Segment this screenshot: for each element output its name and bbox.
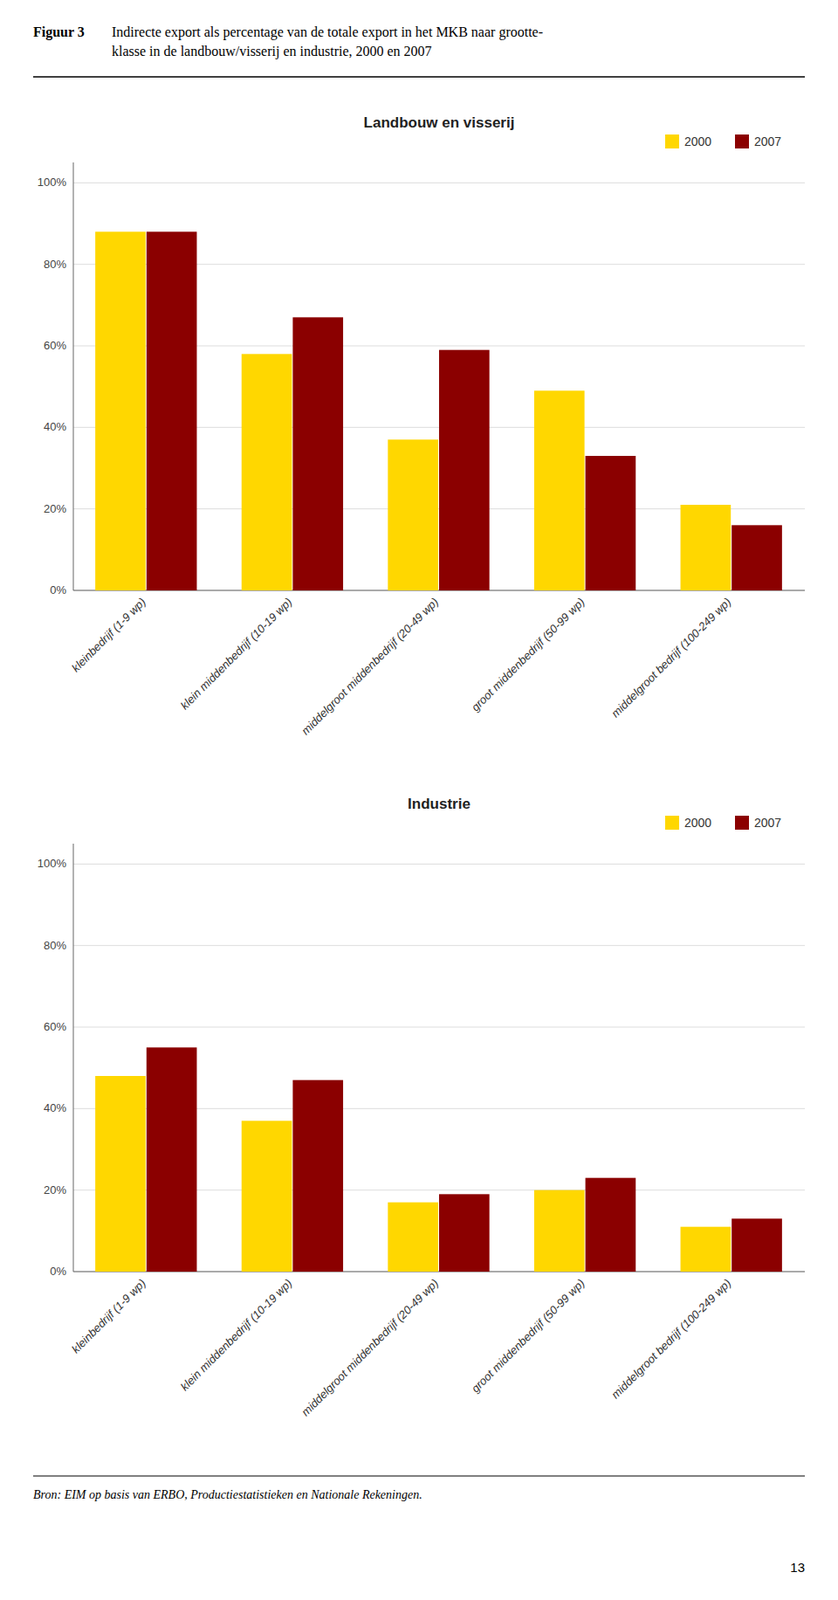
x-tick-label: groot middenbedrijf (50-99 wp) [468,1276,588,1395]
legend-label: 2007 [754,134,782,149]
y-tick-label: 0% [49,583,67,597]
y-tick-label: 80% [43,257,67,271]
legend-swatch [665,815,680,830]
bar [292,316,344,591]
x-tick-label: middelgroot middenbedrijf (20-49 wp) [298,595,441,738]
y-tick-label: 60% [43,1019,67,1033]
grid-line [73,863,805,865]
y-axis-line [73,162,75,591]
y-tick-label: 100% [37,856,68,870]
x-tick-label: klein middenbedrijf (10-19 wp) [178,1276,296,1394]
bar [95,231,146,591]
grid-line [73,182,805,184]
footer-rule [33,1475,805,1477]
x-tick-label: middelgroot bedrijf (100-249 wp) [608,1276,734,1402]
bar [387,439,439,591]
figure-subtitle: klasse in de landbouw/visserij en indust… [111,43,433,60]
x-tick-label: kleinbedrijf (1-9 wp) [68,595,149,675]
y-tick-label: 0% [49,1263,67,1278]
legend-swatch [734,134,749,149]
y-tick-label: 20% [43,501,67,516]
x-tick-label: kleinbedrijf (1-9 wp) [68,1276,149,1356]
grid-line [73,944,805,946]
bar [731,1217,783,1271]
y-tick-label: 100% [37,175,68,189]
chart-title: Industrie [407,795,471,812]
bar [534,390,585,591]
bar [731,524,783,591]
bars [95,1046,783,1271]
bar [292,1079,344,1271]
bar [241,1119,293,1271]
bar [585,455,637,591]
page-number: 13 [789,1559,805,1574]
bar [439,1193,490,1271]
figure: Figuur 3 Indirecte export als percentage … [0,0,838,1600]
header-rule [33,75,805,78]
bars [95,231,783,591]
legend-swatch [734,815,749,830]
grid-line [73,1026,805,1028]
source-note: Bron: EIM op basis van ERBO, Productiest… [33,1487,423,1501]
bar [146,1046,198,1271]
x-tick-label: groot middenbedrijf (50-99 wp) [468,595,588,715]
bar [680,1226,732,1271]
y-axis-line [73,843,75,1271]
legend-label: 2007 [754,815,782,830]
bar [534,1189,585,1271]
y-tick-label: 60% [43,338,67,352]
bar [439,350,490,591]
y-tick-label: 20% [43,1182,67,1196]
bar [387,1202,439,1271]
bar [95,1075,146,1271]
y-tick-label: 80% [43,938,67,952]
chart: Landbouw en visserij 0% 20% 40% 60% 80% 100% kl… [37,114,805,737]
y-tick-label: 40% [43,1100,67,1114]
legend: 2000 2007 [665,815,782,830]
legend-swatch [665,134,680,149]
x-tick-label: klein middenbedrijf (10-19 wp) [178,595,296,713]
y-tick-label: 40% [43,419,67,433]
figure-title: Figuur 3 [33,24,85,41]
bar [585,1177,637,1271]
bar [146,231,198,591]
x-tick-label: middelgroot bedrijf (100-249 wp) [608,595,734,721]
chart-title: Landbouw en visserij [364,114,516,131]
chart: Industrie 0% 20% 40% 60% 80% 100% kleinbedrijf … [37,795,805,1418]
bar [241,353,293,591]
x-tick-label: middelgroot middenbedrijf (20-49 wp) [298,1276,441,1419]
bar [680,504,732,591]
figure-subtitle: Indirecte export als percentage van de t… [111,24,543,41]
legend-label: 2000 [684,134,712,149]
legend: 2000 2007 [665,134,782,149]
legend-label: 2000 [684,815,712,830]
